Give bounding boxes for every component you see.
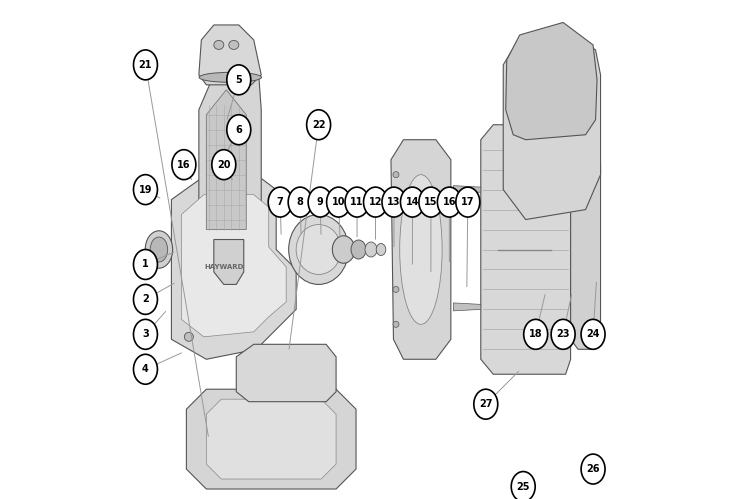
Ellipse shape	[184, 332, 193, 341]
Ellipse shape	[393, 207, 399, 213]
Polygon shape	[171, 175, 296, 359]
Ellipse shape	[456, 187, 480, 217]
Ellipse shape	[393, 286, 399, 292]
Ellipse shape	[134, 175, 157, 205]
Text: 14: 14	[405, 197, 419, 207]
Polygon shape	[199, 25, 261, 85]
Text: 9: 9	[317, 197, 323, 207]
Polygon shape	[453, 303, 481, 311]
Ellipse shape	[308, 187, 332, 217]
Polygon shape	[571, 150, 601, 349]
Text: 11: 11	[350, 197, 364, 207]
Text: 2: 2	[142, 294, 149, 304]
Text: 24: 24	[587, 329, 600, 339]
Ellipse shape	[172, 150, 196, 180]
Ellipse shape	[401, 187, 424, 217]
Ellipse shape	[268, 187, 293, 217]
Text: 4: 4	[142, 364, 149, 374]
Ellipse shape	[376, 244, 386, 255]
Text: HAYWARD: HAYWARD	[204, 264, 244, 270]
Text: 18: 18	[529, 329, 542, 339]
Text: 8: 8	[297, 197, 304, 207]
Text: 19: 19	[138, 185, 152, 195]
Ellipse shape	[474, 389, 498, 419]
Polygon shape	[214, 240, 244, 284]
Text: 15: 15	[424, 197, 438, 207]
Ellipse shape	[296, 225, 341, 274]
Text: 10: 10	[332, 197, 345, 207]
Ellipse shape	[393, 321, 399, 327]
Text: 5: 5	[235, 75, 242, 85]
Text: 7: 7	[277, 197, 284, 207]
Text: 13: 13	[387, 197, 401, 207]
Polygon shape	[391, 140, 451, 359]
Polygon shape	[181, 195, 287, 337]
Ellipse shape	[134, 284, 157, 314]
Ellipse shape	[134, 250, 157, 279]
Ellipse shape	[227, 115, 250, 145]
Text: 21: 21	[138, 60, 152, 70]
Ellipse shape	[332, 236, 355, 263]
Ellipse shape	[212, 150, 236, 180]
Polygon shape	[453, 186, 481, 194]
Polygon shape	[186, 389, 356, 489]
Ellipse shape	[134, 354, 157, 384]
Polygon shape	[481, 125, 571, 374]
Ellipse shape	[326, 187, 350, 217]
Ellipse shape	[134, 50, 157, 80]
Ellipse shape	[229, 40, 239, 49]
Ellipse shape	[145, 231, 173, 268]
Text: 17: 17	[461, 197, 475, 207]
Ellipse shape	[288, 187, 312, 217]
Ellipse shape	[134, 319, 157, 349]
Ellipse shape	[214, 40, 224, 49]
Polygon shape	[206, 90, 246, 230]
Polygon shape	[236, 344, 336, 402]
Ellipse shape	[419, 187, 443, 217]
Ellipse shape	[307, 110, 331, 140]
Ellipse shape	[345, 187, 369, 217]
Ellipse shape	[581, 454, 605, 484]
Polygon shape	[503, 30, 601, 220]
Text: 1: 1	[142, 259, 149, 269]
Ellipse shape	[382, 187, 406, 217]
Text: 12: 12	[368, 197, 382, 207]
Ellipse shape	[351, 240, 366, 259]
Text: 16: 16	[177, 160, 191, 170]
Text: 20: 20	[217, 160, 231, 170]
Ellipse shape	[150, 237, 168, 262]
Ellipse shape	[511, 472, 535, 499]
Text: 16: 16	[443, 197, 456, 207]
Polygon shape	[506, 22, 597, 140]
Ellipse shape	[199, 72, 262, 82]
Ellipse shape	[551, 319, 575, 349]
Ellipse shape	[363, 187, 387, 217]
Text: 25: 25	[517, 482, 530, 492]
Ellipse shape	[523, 319, 547, 349]
Ellipse shape	[227, 65, 250, 95]
Ellipse shape	[400, 175, 442, 324]
Ellipse shape	[393, 172, 399, 178]
Text: 26: 26	[587, 464, 600, 474]
Ellipse shape	[365, 242, 377, 257]
Ellipse shape	[289, 215, 349, 284]
Polygon shape	[206, 399, 336, 479]
Text: 3: 3	[142, 329, 149, 339]
Ellipse shape	[438, 187, 461, 217]
Ellipse shape	[581, 319, 605, 349]
Text: 6: 6	[235, 125, 242, 135]
Text: 23: 23	[556, 329, 570, 339]
Polygon shape	[199, 60, 261, 250]
Text: 27: 27	[479, 399, 493, 409]
Text: 22: 22	[312, 120, 326, 130]
